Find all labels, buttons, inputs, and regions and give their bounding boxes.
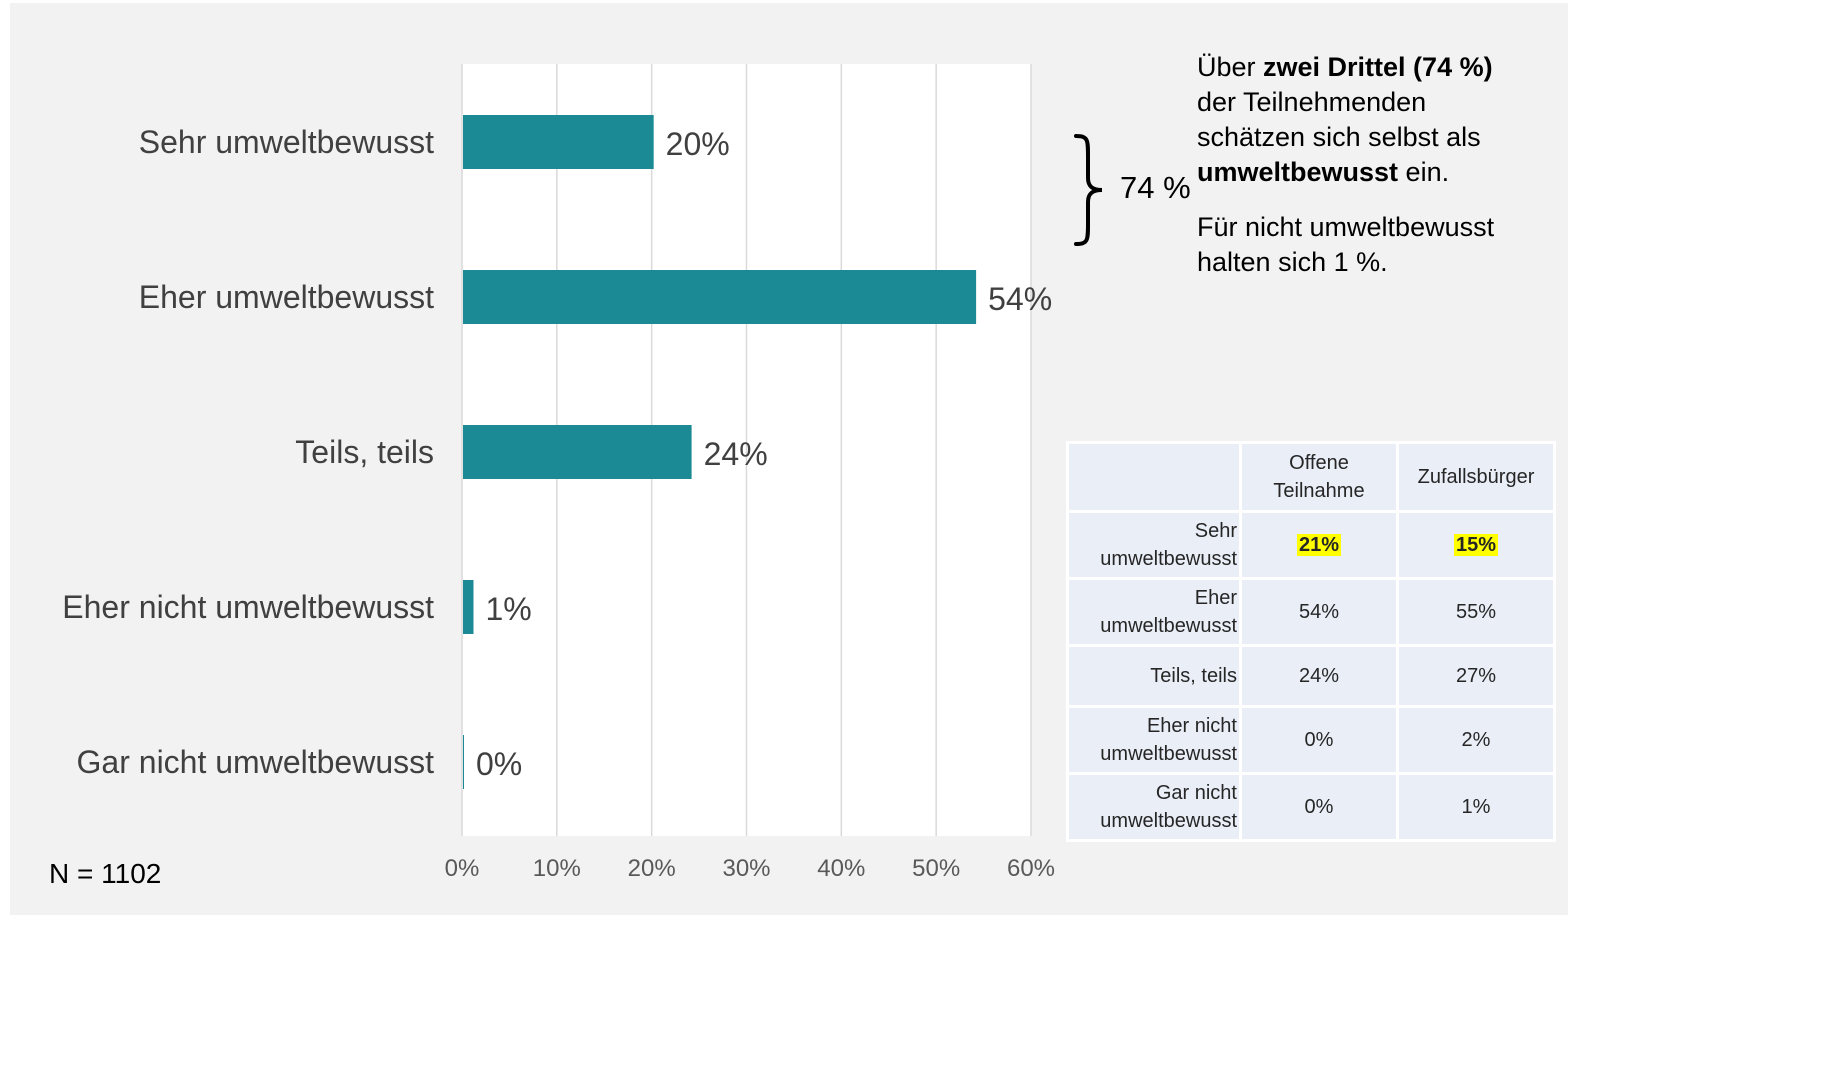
table-row: Gar nicht umweltbewusst 0% 1% (1066, 772, 1556, 842)
cell-offene: 21% (1239, 510, 1399, 580)
category-label: Gar nicht umweltbewusst (77, 744, 435, 780)
bar (463, 425, 692, 479)
cell-zufall: 1% (1396, 772, 1556, 842)
category-label: Teils, teils (295, 434, 434, 470)
data-label: 20% (666, 126, 730, 162)
summary-text-part: der Teilnehmenden schätzen sich selbst a… (1197, 87, 1481, 152)
cell-zufall: 27% (1396, 644, 1556, 708)
x-tick-label: 30% (722, 855, 770, 882)
highlighted-value: 21% (1296, 534, 1342, 556)
bar-chart: 0% 10% 20% 30% 40% 50% 60% Sehr umweltbewusst 20… (62, 64, 1055, 882)
table-row: Eher umweltbewusst 54% 55% (1066, 577, 1556, 647)
cell-zufall: 2% (1396, 705, 1556, 775)
category-label: Sehr umweltbewusst (139, 124, 434, 160)
sample-size-note: N = 1102 (49, 858, 162, 889)
table-header-row: Offene Teilnahme Zufallsbürger (1066, 441, 1556, 513)
summary-paragraph-2: Für nicht umweltbewusst halten sich 1 %. (1197, 212, 1495, 277)
summary-text: Über zwei Drittel (74 %) der Teilnehmend… (1197, 50, 1527, 280)
data-label: 0% (476, 746, 522, 782)
cell-offene: 54% (1239, 577, 1399, 647)
table-row: Eher nicht umweltbewusst 0% 2% (1066, 705, 1556, 775)
cell-offene: 24% (1239, 644, 1399, 708)
row-label: Sehr umweltbewusst (1066, 510, 1242, 580)
bar (463, 735, 464, 789)
summary-paragraph-1: Über zwei Drittel (74 %) der Teilnehmend… (1197, 50, 1527, 190)
x-tick-label: 0% (445, 855, 480, 882)
table-row: Sehr umweltbewusst 21% 15% (1066, 510, 1556, 580)
x-tick-label: 60% (1007, 855, 1055, 882)
data-label: 54% (988, 281, 1052, 317)
cell-offene: 0% (1239, 705, 1399, 775)
cell-zufall: 55% (1396, 577, 1556, 647)
table-header-zufall: Zufallsbürger (1396, 441, 1556, 513)
category-label: Eher nicht umweltbewusst (62, 589, 434, 625)
row-label: Gar nicht umweltbewusst (1066, 772, 1242, 842)
table-header-offene: Offene Teilnahme (1239, 441, 1399, 513)
bar (463, 270, 977, 324)
table-row: Teils, teils 24% 27% (1066, 644, 1556, 708)
data-label: 24% (704, 436, 768, 472)
bracket-total-value: 74 % (1120, 170, 1191, 205)
highlighted-value: 15% (1453, 534, 1499, 556)
x-tick-label: 20% (628, 855, 676, 882)
x-tick-label: 40% (817, 855, 865, 882)
row-label: Teils, teils (1066, 644, 1242, 708)
row-label: Eher nicht umweltbewusst (1066, 705, 1242, 775)
summary-emphasis: umweltbewusst (1197, 157, 1399, 187)
x-tick-label: 50% (912, 855, 960, 882)
x-tick-label: 10% (533, 855, 581, 882)
data-label: 1% (485, 591, 531, 627)
table-header-empty (1066, 441, 1242, 513)
summary-text-part: Über (1197, 52, 1264, 82)
bar (463, 115, 654, 169)
cell-offene: 0% (1239, 772, 1399, 842)
summary-emphasis: zwei Drittel (74 %) (1263, 52, 1493, 82)
brace-icon (1074, 134, 1103, 246)
comparison-table: Offene Teilnahme Zufallsbürger Sehr umwe… (1066, 441, 1556, 842)
row-label: Eher umweltbewusst (1066, 577, 1242, 647)
summary-text-part: ein. (1398, 157, 1450, 187)
category-label: Eher umweltbewusst (139, 279, 434, 315)
bar (463, 580, 474, 634)
cell-zufall: 15% (1396, 510, 1556, 580)
